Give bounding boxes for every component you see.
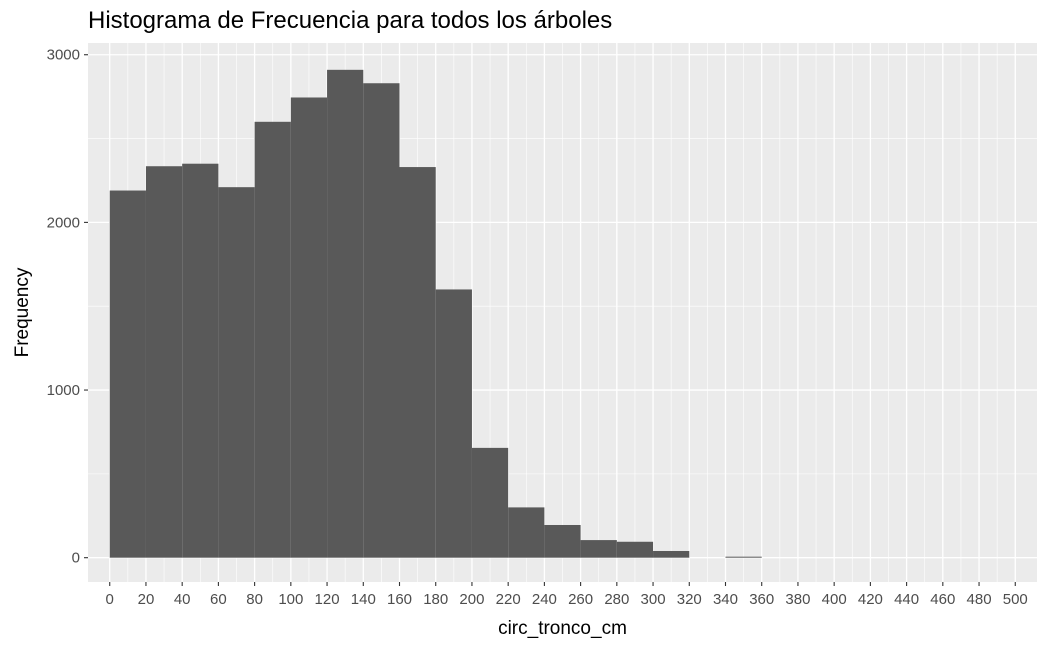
histogram-bar (508, 507, 545, 558)
histogram-bar (544, 524, 581, 558)
y-axis: 0 1000 2000 3000 (47, 47, 88, 567)
y-axis-title: Frequency (12, 267, 33, 357)
x-tick-label: 40 (174, 591, 191, 608)
histogram-bar (616, 541, 654, 558)
x-tick-label: 380 (785, 591, 810, 608)
histogram-bar (471, 447, 509, 558)
x-tick-label: 180 (423, 591, 448, 608)
x-tick-label: 400 (822, 591, 847, 608)
x-tick-label: 320 (677, 591, 702, 608)
histogram-bar (109, 190, 146, 558)
x-tick-label: 340 (713, 591, 738, 608)
x-tick-label: 200 (459, 591, 484, 608)
x-tick-label: 100 (278, 591, 303, 608)
x-tick-label: 300 (641, 591, 666, 608)
x-tick-label: 120 (315, 591, 340, 608)
x-tick-label: 480 (967, 591, 992, 608)
x-tick-label: 60 (210, 591, 227, 608)
x-tick-label: 460 (930, 591, 955, 608)
x-axis-title: circ_tronco_cm (498, 618, 627, 639)
y-tick-label: 2000 (47, 214, 80, 231)
histogram-bar (363, 83, 400, 558)
histogram-bar (145, 166, 183, 558)
x-tick-label: 240 (532, 591, 557, 608)
chart-title: Histograma de Frecuencia para todos los … (88, 7, 613, 34)
y-tick-label: 1000 (47, 382, 80, 399)
histogram-bar (580, 540, 617, 558)
histogram-bar (725, 556, 762, 558)
x-tick-label: 0 (106, 591, 114, 608)
x-axis: 0 20 40 60 80 100 120 140 160 180 200 220 240 260 280 3… (106, 582, 1028, 608)
x-tick-label: 420 (858, 591, 883, 608)
histogram-bar (653, 550, 690, 558)
x-tick-label: 20 (138, 591, 155, 608)
histogram-bars (109, 69, 762, 558)
x-tick-label: 440 (894, 591, 919, 608)
x-tick-label: 80 (246, 591, 263, 608)
histogram-bar (327, 69, 364, 558)
y-tick-label: 3000 (47, 47, 80, 64)
histogram-bar (290, 97, 328, 558)
histogram-bar (218, 187, 255, 558)
y-tick-label: 0 (72, 550, 80, 567)
x-tick-label: 260 (568, 591, 593, 608)
x-tick-label: 500 (1003, 591, 1028, 608)
histogram-bar (399, 167, 436, 558)
x-tick-label: 160 (387, 591, 412, 608)
x-tick-label: 220 (496, 591, 521, 608)
histogram-bar (182, 163, 219, 558)
x-tick-label: 360 (749, 591, 774, 608)
histogram-bar (254, 121, 291, 558)
histogram-bar (435, 289, 472, 558)
x-tick-label: 140 (351, 591, 376, 608)
x-tick-label: 280 (604, 591, 629, 608)
